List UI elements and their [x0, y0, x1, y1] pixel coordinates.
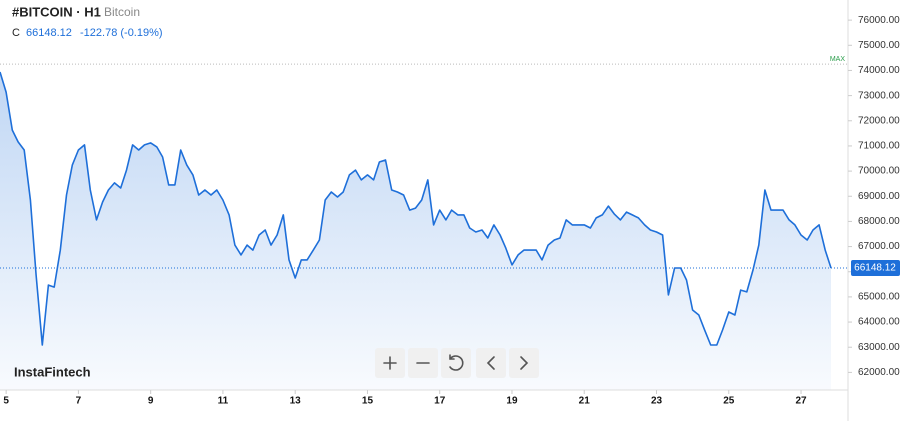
y-tick-label: 63000.00 [858, 342, 900, 353]
y-tick-label: 67000.00 [858, 241, 900, 252]
toolbar [375, 348, 539, 378]
x-tick-label: 23 [651, 396, 663, 407]
y-tick-label: 71000.00 [858, 141, 900, 152]
x-tick-label: 7 [76, 396, 82, 407]
right-icon [520, 356, 529, 370]
watermark: InstaFintech [14, 364, 91, 379]
y-tick-label: 74000.00 [858, 65, 900, 76]
x-tick-label: 27 [795, 396, 807, 407]
price-change: -122.78 (-0.19%) [80, 27, 163, 39]
reset-icon [449, 354, 464, 371]
scroll-left-button[interactable] [476, 348, 506, 378]
x-tick-label: 15 [362, 396, 374, 407]
y-tick-label: 73000.00 [858, 90, 900, 101]
x-tick-label: 17 [434, 396, 446, 407]
x-tick-label: 25 [723, 396, 735, 407]
y-tick-label: 68000.00 [858, 216, 900, 227]
price-line [0, 71, 832, 346]
last-price-label: 66148.12 [854, 263, 896, 274]
y-tick-label: 75000.00 [858, 40, 900, 51]
symbol: #BITCOIN · H1 [12, 4, 101, 19]
x-tick-label: 19 [506, 396, 518, 407]
y-tick-label: 70000.00 [858, 166, 900, 177]
price-label: C [12, 27, 20, 39]
y-tick-label: 64000.00 [858, 317, 900, 328]
close-price: 66148.12 [26, 27, 72, 39]
instrument-name: Bitcoin [104, 5, 140, 19]
area-fill [0, 72, 831, 390]
x-tick-label: 5 [3, 396, 9, 407]
y-tick-label: 65000.00 [858, 292, 900, 303]
left-icon [486, 356, 495, 370]
x-tick-label: 9 [148, 396, 154, 407]
x-tick-label: 13 [290, 396, 302, 407]
scroll-right-button[interactable] [509, 348, 539, 378]
y-tick-label: 62000.00 [858, 367, 900, 378]
max-label: MAX [830, 56, 846, 63]
reset-button[interactable] [441, 348, 471, 378]
x-tick-label: 11 [218, 396, 229, 407]
plus-icon [383, 356, 397, 370]
x-tick-label: 21 [579, 396, 591, 407]
y-tick-label: 72000.00 [858, 115, 900, 126]
y-tick-label: 76000.00 [858, 15, 900, 26]
y-tick-label: 69000.00 [858, 191, 900, 202]
last-price-badge [851, 260, 900, 277]
